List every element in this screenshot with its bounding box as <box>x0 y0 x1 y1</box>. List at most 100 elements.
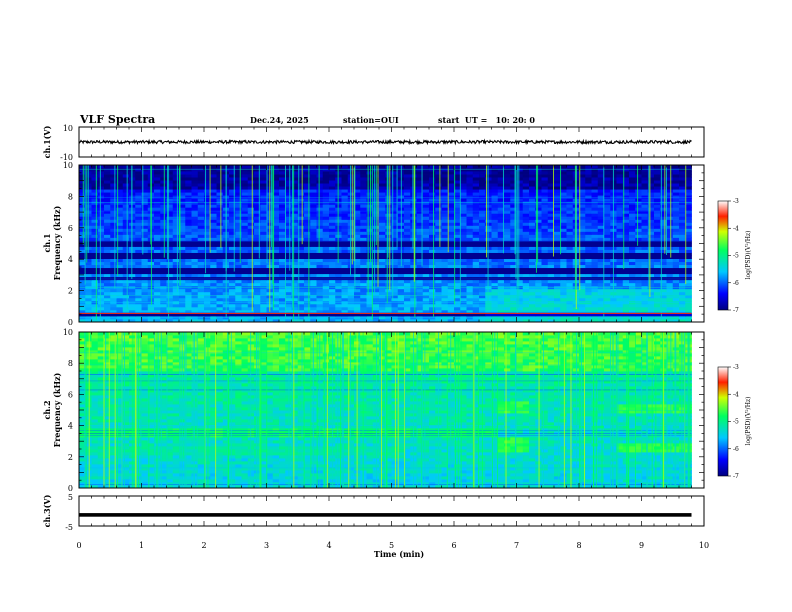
spectrogram-cell <box>110 192 117 196</box>
spectrogram-cell <box>310 267 317 272</box>
spectrogram-cell <box>316 279 324 284</box>
spectrogram-cell <box>597 318 605 323</box>
spectrogram-cell <box>160 177 167 181</box>
spectrogram-cell <box>341 312 349 317</box>
spectrogram-cell <box>179 210 186 214</box>
spectrogram-cell <box>91 204 99 208</box>
spectrogram-cell <box>579 258 586 263</box>
spectrogram-cell <box>97 171 105 175</box>
spectrogram-cell <box>297 237 305 241</box>
spectrogram-cell <box>441 267 449 272</box>
spectrogram-cell <box>272 237 280 241</box>
spectrogram-cell <box>216 288 224 293</box>
spectrogram-cell <box>510 240 517 244</box>
spectrogram-cell <box>547 180 555 184</box>
spectrogram-cell <box>129 279 136 284</box>
spectrogram-cell <box>297 261 305 266</box>
spectrogram-cell <box>141 318 149 323</box>
spectrogram-cell <box>354 306 361 311</box>
spectrogram-cell <box>635 189 642 193</box>
spectrogram-cell <box>379 318 386 323</box>
spectrogram-cell <box>241 294 249 299</box>
spectrogram-cell <box>229 255 236 259</box>
spectrogram-cell <box>404 198 411 202</box>
spectrogram-cell <box>285 207 292 211</box>
spectrogram-cell <box>204 231 211 235</box>
spectrogram-cell <box>641 207 649 211</box>
spectrogram-cell <box>110 186 117 190</box>
spectrogram-cell <box>122 282 130 287</box>
spectrogram-cell <box>160 204 167 208</box>
spectrogram-cell <box>504 204 511 208</box>
spectrogram-cell <box>622 183 630 187</box>
spectrogram-cell <box>154 195 161 199</box>
spectrogram-cell <box>191 228 199 232</box>
spectrogram-cell <box>647 222 655 226</box>
spectrogram-cell <box>385 240 392 244</box>
spectrogram-cell <box>660 177 667 181</box>
spectrogram-cell <box>197 219 205 223</box>
spectrogram-cell <box>410 270 417 275</box>
spectrogram-cell <box>329 207 336 211</box>
spectrogram-cell <box>216 306 224 311</box>
spectrogram-cell <box>597 273 605 278</box>
spectrogram-cell <box>160 225 167 229</box>
spectrogram-cell <box>379 228 386 232</box>
spectrogram-cell <box>141 234 149 238</box>
spectrogram-cell <box>460 231 467 235</box>
spectrogram-cell <box>585 210 592 214</box>
spectrogram-cell <box>366 234 374 238</box>
spectrogram-cell <box>679 267 686 272</box>
spectrogram-cell <box>141 192 149 196</box>
spectrogram-cell <box>447 231 455 235</box>
spectrogram-cell <box>379 195 386 199</box>
spectrogram-cell <box>522 201 530 205</box>
spectrogram-cell <box>685 174 692 178</box>
spectrogram-cell <box>279 234 286 238</box>
spectrogram-cell <box>654 201 661 205</box>
spectrogram-cell <box>454 213 461 217</box>
spectrogram-cell <box>535 237 542 241</box>
spectrogram-cell <box>360 231 367 235</box>
spectrogram-cell <box>641 318 649 323</box>
spectrogram-cell <box>322 240 330 244</box>
spectrogram-cell <box>160 249 167 253</box>
spectrogram-cell <box>185 303 192 308</box>
spectrogram-cell <box>679 279 686 284</box>
spectrogram-cell <box>535 171 542 175</box>
spectrogram-cell <box>522 288 530 293</box>
spectrogram-cell <box>554 201 561 205</box>
spectrogram-cell <box>466 291 474 296</box>
spectrogram-cell <box>116 171 124 175</box>
spectrogram-cell <box>647 207 655 211</box>
spectrogram-cell <box>579 276 586 281</box>
spectrogram-cell <box>335 306 342 311</box>
spectrogram-cell <box>654 222 661 226</box>
spectrogram-cell <box>154 234 161 238</box>
spectrogram-cell <box>629 201 636 205</box>
spectrogram-cell <box>347 201 355 205</box>
spectrogram-cell <box>460 261 467 266</box>
spectrogram-cell <box>535 243 542 247</box>
spectrogram-cell <box>229 234 236 238</box>
spectrogram-cell <box>366 243 374 247</box>
spectrogram-cell <box>604 267 611 272</box>
spectrogram-cell <box>429 267 436 272</box>
spectrogram-cell <box>91 294 99 299</box>
spectrogram-cell <box>454 225 461 229</box>
spectrogram-cell <box>479 231 486 235</box>
spectrogram-cell <box>510 213 517 217</box>
spectrogram-cell <box>672 204 680 208</box>
spectrogram-cell <box>641 192 649 196</box>
spectrogram-cell <box>485 231 492 235</box>
spectrogram-cell <box>416 180 424 184</box>
spectrogram-cell <box>466 189 474 193</box>
spectrogram-cell <box>91 180 99 184</box>
spectrogram-cell <box>535 174 542 178</box>
spectrogram-cell <box>491 264 499 269</box>
spectrogram-cell <box>354 234 361 238</box>
spectrogram-cell <box>522 309 530 314</box>
spectrogram-cell <box>616 210 624 214</box>
spectrogram-cell <box>610 303 617 308</box>
spectrogram-cell <box>454 174 461 178</box>
